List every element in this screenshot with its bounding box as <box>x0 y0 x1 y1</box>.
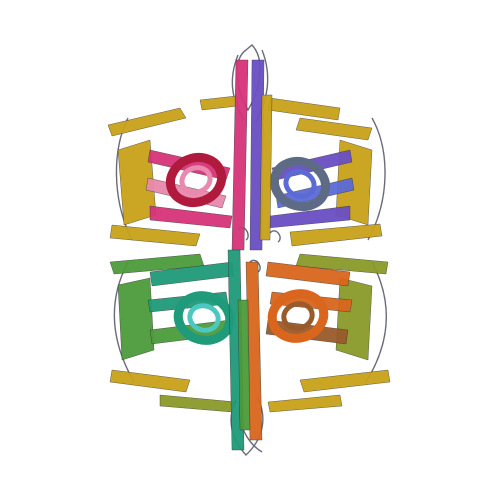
beta-strand <box>295 253 389 275</box>
barrel-ring <box>269 156 331 212</box>
beta-strand <box>117 277 155 361</box>
barrel-ring <box>267 289 329 343</box>
coil-loop <box>113 261 135 383</box>
beta-barrel <box>173 291 235 345</box>
beta-barrel <box>267 289 329 343</box>
barrel-core <box>179 165 213 195</box>
beta-strand <box>231 59 249 251</box>
coil-loop <box>269 230 281 243</box>
beta-strand <box>259 94 273 241</box>
beta-strand <box>289 223 383 247</box>
beta-strands <box>107 95 391 413</box>
beta-strand <box>107 107 187 137</box>
beta-strand <box>237 299 251 431</box>
beta-barrels <box>165 152 331 345</box>
coil-loop <box>365 261 387 383</box>
beta-strand <box>265 261 351 287</box>
beta-strand <box>299 369 391 393</box>
beta-barrel <box>165 152 227 208</box>
beta-strand <box>109 224 201 247</box>
central-helices <box>227 59 273 451</box>
barrel-core <box>283 169 317 199</box>
beta-strand <box>267 394 343 413</box>
barrel-core <box>187 303 221 333</box>
barrel-ring <box>165 152 227 208</box>
barrel-core <box>281 301 315 331</box>
beta-strand <box>159 394 237 413</box>
coil-loop <box>249 259 261 273</box>
beta-strand <box>295 117 373 141</box>
beta-barrel <box>269 156 331 212</box>
beta-strand <box>335 277 373 361</box>
barrel-ring <box>173 291 235 345</box>
beta-strand <box>199 95 239 111</box>
beta-strand <box>109 369 191 393</box>
beta-strand <box>149 205 233 229</box>
beta-strand <box>267 97 341 121</box>
